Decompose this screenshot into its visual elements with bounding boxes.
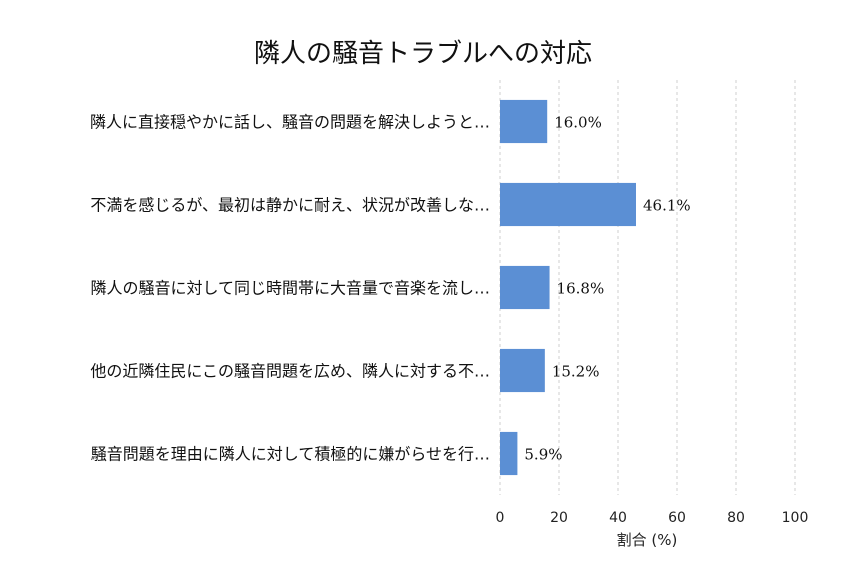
bar (500, 348, 545, 393)
bars (500, 99, 636, 476)
x-tick-label: 20 (550, 510, 568, 526)
x-tick-label: 40 (609, 510, 627, 526)
value-label: 46.1% (643, 197, 691, 215)
category-label: 不満を感じるが、最初は静かに耐え、状況が改善しな… (90, 196, 490, 215)
value-labels: 16.0% 46.1% 16.8% 15.2% 5.9% (524, 114, 690, 464)
value-label: 16.0% (554, 114, 602, 132)
x-axis-ticks: 0 20 40 60 80 100 (496, 510, 809, 526)
x-tick-label: 100 (782, 510, 809, 526)
x-tick-label: 60 (668, 510, 686, 526)
x-tick-label: 80 (727, 510, 745, 526)
category-label: 隣人に直接穏やかに話し、騒音の問題を解決しようと… (90, 113, 490, 132)
category-label: 隣人の騒音に対して同じ時間帯に大音量で音楽を流し… (90, 279, 490, 298)
chart-title: 隣人の騒音トラブルへの対応 (254, 39, 592, 69)
value-label: 15.2% (552, 363, 600, 381)
category-label: 騒音問題を理由に隣人に対して積極的に嫌がらせを行… (91, 445, 490, 464)
category-label: 他の近隣住民にこの騒音問題を広め、隣人に対する不… (90, 362, 490, 381)
bar (500, 265, 550, 310)
category-labels: 隣人に直接穏やかに話し、騒音の問題を解決しようと… 不満を感じるが、最初は静かに耐… (90, 113, 490, 464)
value-label: 5.9% (524, 446, 562, 464)
value-label: 16.8% (557, 280, 605, 298)
bar (500, 431, 518, 476)
bar (500, 182, 636, 227)
x-tick-label: 0 (496, 510, 505, 526)
bar (500, 99, 548, 144)
x-axis-label: 割合 (%) (617, 531, 678, 549)
